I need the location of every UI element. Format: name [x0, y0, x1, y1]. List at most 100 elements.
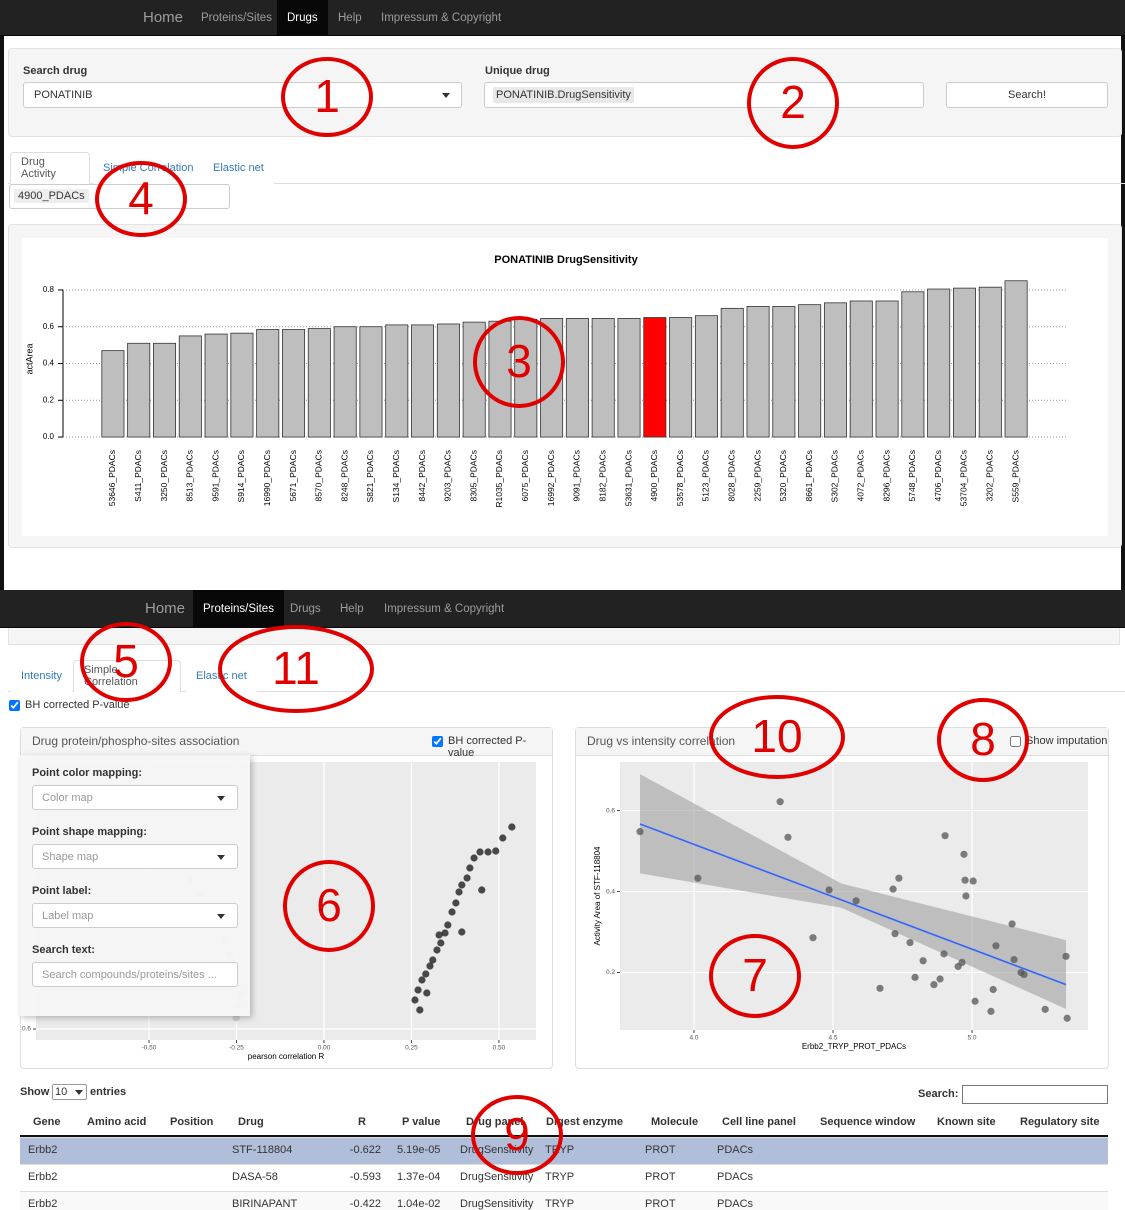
nav-link[interactable]: Drugs [290, 602, 321, 615]
unique-input[interactable]: PONATINIB.DrugSensitivity [484, 82, 924, 108]
point [962, 892, 970, 900]
frame-left [0, 0, 4, 590]
column-header[interactable]: Sequence window [820, 1116, 916, 1128]
nav-link[interactable]: Home [145, 600, 186, 617]
column-header[interactable]: P value [402, 1116, 441, 1128]
nav-link[interactable]: Help [338, 11, 362, 24]
checkbox-label: BH corrected P-value [25, 699, 130, 711]
column-header[interactable]: Position [170, 1116, 214, 1128]
x-tick-label: 5671_PDACs [288, 450, 298, 502]
caret [217, 855, 225, 860]
column-header[interactable]: Known site [937, 1116, 996, 1128]
length-select[interactable]: 10 [52, 1084, 87, 1100]
x-tick-label: 5123_PDACs [701, 450, 711, 502]
x-tick-label: 4.0 [689, 1035, 698, 1042]
x-tick-label: 5.0 [968, 1035, 977, 1042]
table-cell: Erbb2 [28, 1171, 58, 1183]
control-input[interactable]: Color map [32, 785, 238, 810]
column-header[interactable]: Cell line panel [722, 1116, 796, 1128]
column-header[interactable]: Regulatory site [1020, 1116, 1100, 1128]
control-input[interactable]: Label map [32, 903, 238, 928]
tab[interactable]: Intensity [11, 660, 72, 692]
nav-link[interactable]: Proteins/Sites [201, 11, 272, 24]
column-header[interactable]: Amino acid [87, 1116, 147, 1128]
search-button[interactable]: Search! [946, 82, 1108, 108]
point [895, 874, 903, 882]
x-tick-label: 53646_PDACs [107, 450, 117, 506]
table-cell: -0.422 [349, 1198, 381, 1210]
x-tick-label: S914_PDACs [236, 450, 246, 502]
x-tick-label: S302_PDACs [830, 450, 840, 502]
point [906, 938, 914, 947]
navbar: Home Proteins/Sites Drugs Help Impressum & C… [0, 0, 1125, 36]
table-cell: DrugSensitivity [460, 1144, 534, 1156]
table-row[interactable] [20, 1164, 1108, 1191]
column-header[interactable]: Gene [33, 1116, 61, 1128]
x-tick-label: 6075_PDACs [520, 450, 530, 502]
point [455, 888, 463, 896]
table-row[interactable] [20, 1191, 1108, 1210]
control-input[interactable]: Shape map [32, 844, 238, 869]
x-tick-label: -0.25 [229, 1045, 244, 1052]
tab[interactable]: Elastic net [186, 660, 257, 692]
checkbox[interactable] [9, 700, 20, 711]
drug-select[interactable]: PONATINIB [23, 82, 462, 108]
table-cell: DASA-58 [232, 1171, 278, 1183]
length-label: entries [90, 1086, 127, 1098]
x-axis-label: pearson correlation R [248, 1052, 325, 1061]
header-rule [20, 1135, 1108, 1137]
nav-link[interactable]: Impressum & Copyright [381, 11, 502, 24]
tab[interactable]: Simple Correlation [73, 660, 181, 692]
column-header[interactable]: R [358, 1116, 366, 1128]
bar [1004, 280, 1028, 438]
table-cell: -0.593 [349, 1171, 381, 1183]
cell-line-select[interactable]: 4900_PDACs [9, 184, 230, 209]
panel-edge [8, 628, 1120, 645]
x-tick-label: 0.50 [493, 1045, 506, 1052]
search-input[interactable] [962, 1085, 1108, 1104]
y-tick-label: 0.2 [606, 969, 615, 976]
x-tick-label: 8182_PDACs [597, 450, 607, 502]
control-label: Search text: [32, 944, 95, 956]
point [448, 908, 456, 916]
column-header[interactable]: Drug [238, 1116, 264, 1128]
search-label: Search: [918, 1088, 959, 1100]
point [466, 864, 474, 872]
table-row[interactable] [20, 1137, 1108, 1164]
table-cell: DrugSensitivity [460, 1198, 534, 1210]
nav-link[interactable]: Impressum & Copyright [384, 602, 505, 615]
column-header[interactable]: Digest enzyme [546, 1116, 624, 1128]
x-tick-label: 8570_PDACs [314, 450, 324, 502]
tab[interactable]: Simple Correlation [93, 152, 204, 184]
checkbox[interactable] [1010, 736, 1021, 747]
x-tick-label: 5748_PDACs [907, 450, 917, 502]
nav-link[interactable]: Proteins/Sites [193, 590, 284, 627]
column-header[interactable]: Drug panel [466, 1116, 524, 1128]
point [936, 975, 944, 983]
tab[interactable]: Elastic net [203, 152, 274, 184]
checkbox[interactable] [432, 736, 443, 747]
y-tick-label: 0.6 [22, 1026, 31, 1033]
x-tick-label: 4706_PDACs [933, 450, 943, 502]
point [940, 950, 948, 958]
nav-link[interactable]: Drugs [277, 0, 328, 35]
point [891, 930, 899, 938]
point [1010, 955, 1018, 964]
chart-title: PONATINIB DrugSensitivity [494, 254, 638, 266]
control-input[interactable]: Search compounds/proteins/sites ... [32, 962, 238, 987]
point [232, 1014, 240, 1022]
bar [746, 306, 770, 438]
nav-link[interactable]: Home [143, 9, 184, 26]
table-cell: TRYP [545, 1198, 575, 1210]
bar [798, 304, 822, 438]
column-header[interactable]: Molecule [651, 1116, 699, 1128]
tab[interactable]: Drug Activity [10, 152, 90, 184]
point [444, 921, 452, 929]
nav-link[interactable]: Help [340, 602, 364, 615]
x-tick-label: S559_PDACs [1010, 450, 1020, 502]
placeholder: Color map [42, 792, 93, 804]
tab-line [8, 183, 1125, 184]
bar [436, 323, 460, 438]
length-label: Show [20, 1086, 50, 1098]
bar [978, 286, 1002, 438]
